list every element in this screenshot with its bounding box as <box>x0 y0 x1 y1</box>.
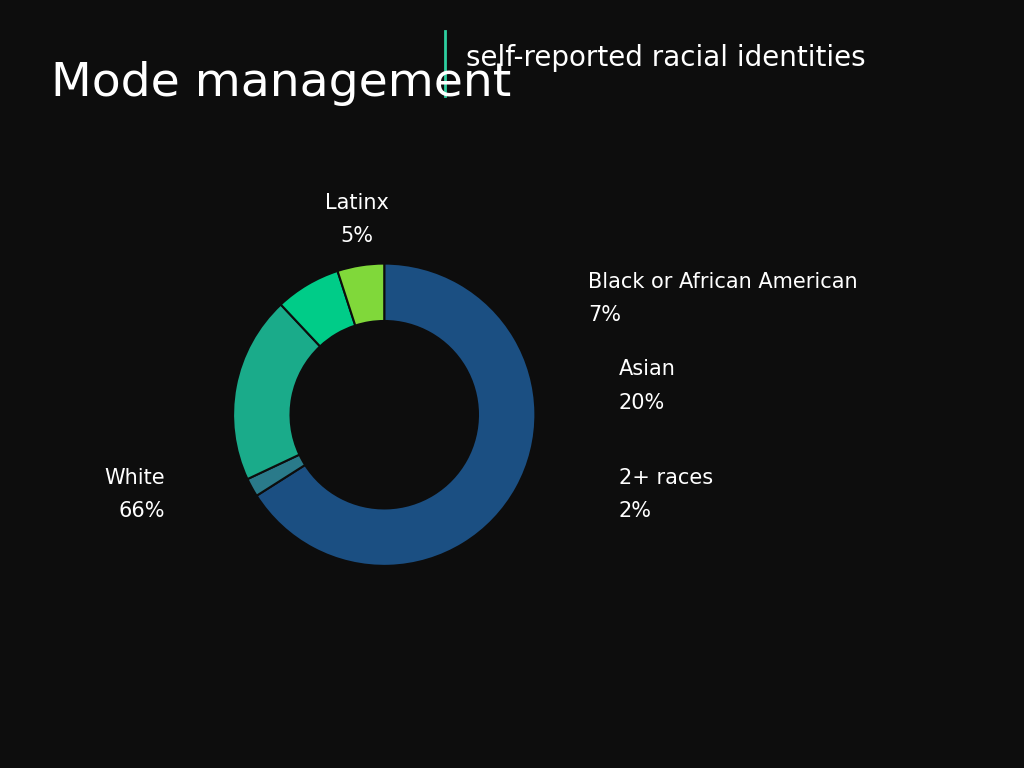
Text: 2+ races: 2+ races <box>618 468 713 488</box>
Text: Black or African American: Black or African American <box>589 272 858 292</box>
Text: Mode management: Mode management <box>51 61 511 107</box>
Text: 2%: 2% <box>618 502 651 521</box>
Wedge shape <box>281 271 355 346</box>
Wedge shape <box>257 263 536 566</box>
Text: Asian: Asian <box>618 359 676 379</box>
Text: 20%: 20% <box>618 392 665 412</box>
Text: self-reported racial identities: self-reported racial identities <box>466 44 865 71</box>
Text: White: White <box>104 468 165 488</box>
Text: 7%: 7% <box>589 305 622 325</box>
Wedge shape <box>338 263 384 326</box>
Wedge shape <box>248 455 305 495</box>
Text: 5%: 5% <box>341 227 374 247</box>
Wedge shape <box>233 305 321 479</box>
Text: Latinx: Latinx <box>325 193 389 213</box>
Text: 66%: 66% <box>119 502 165 521</box>
